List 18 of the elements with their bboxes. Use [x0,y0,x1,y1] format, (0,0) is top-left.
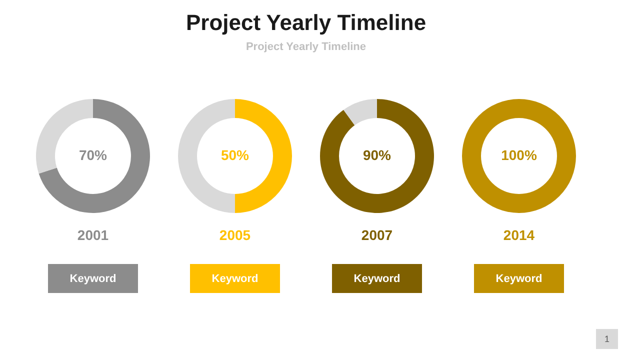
text: Project Yearly Timeline [186,10,426,35]
donut-slice [38,99,150,213]
text: 2014 [503,227,535,243]
text: 2001 [77,227,109,243]
text: 2007 [361,227,393,243]
text: Keyword [70,273,116,285]
donut-slice [320,99,434,213]
text: Keyword [496,273,542,285]
text: Project Yearly Timeline [246,41,366,53]
text: Keyword [354,273,400,285]
data-label: 70% [78,147,108,163]
data-label: 50% [220,147,250,163]
text: 2005 [219,227,251,243]
donut-slice [343,99,377,126]
text: 1 [604,334,610,344]
data-label: 90% [362,147,392,163]
text: Keyword [212,273,258,285]
data-label: 100% [501,147,538,163]
